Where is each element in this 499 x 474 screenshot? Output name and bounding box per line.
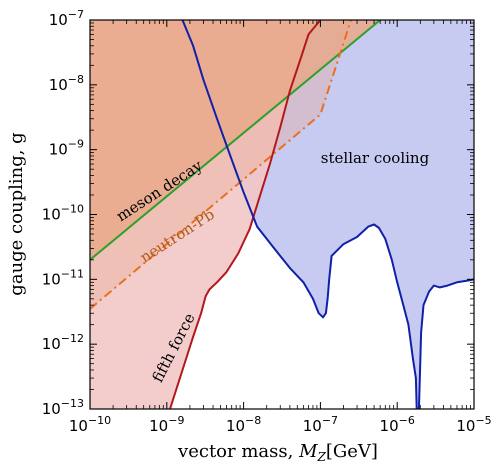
fifth-curve	[169, 20, 322, 409]
x-axis-title: vector mass, MZ[GeV]	[177, 441, 378, 464]
y-tick-label: 10−10	[42, 203, 84, 224]
constraint-curves	[90, 20, 474, 409]
y-tick-label: 10−7	[49, 8, 84, 29]
stellar-label: stellar cooling	[321, 149, 430, 167]
x-tick-label: 10−5	[456, 414, 491, 435]
x-tick-label: 10−8	[226, 414, 261, 435]
axis-ticks: 10−10 10−9 10−8 10−7 10−6 10−5 10−13 10−12 10−11…	[42, 8, 492, 435]
x-tick-label: 10−9	[149, 414, 184, 435]
y-tick-label: 10−11	[42, 267, 84, 288]
x-tick-label: 10−7	[303, 414, 338, 435]
y-axis-title: gauge coupling, g	[6, 132, 27, 295]
x-tick-label: 10−6	[380, 414, 415, 435]
y-tick-label: 10−9	[49, 138, 84, 159]
x-tick-label: 10−10	[69, 414, 111, 435]
meson-curve	[90, 20, 381, 261]
y-tick-label: 10−12	[42, 332, 84, 353]
stellar-curve	[181, 20, 474, 409]
y-tick-label: 10−13	[42, 397, 84, 418]
neutron-curve	[90, 20, 352, 310]
y-tick-label: 10−8	[49, 73, 84, 94]
